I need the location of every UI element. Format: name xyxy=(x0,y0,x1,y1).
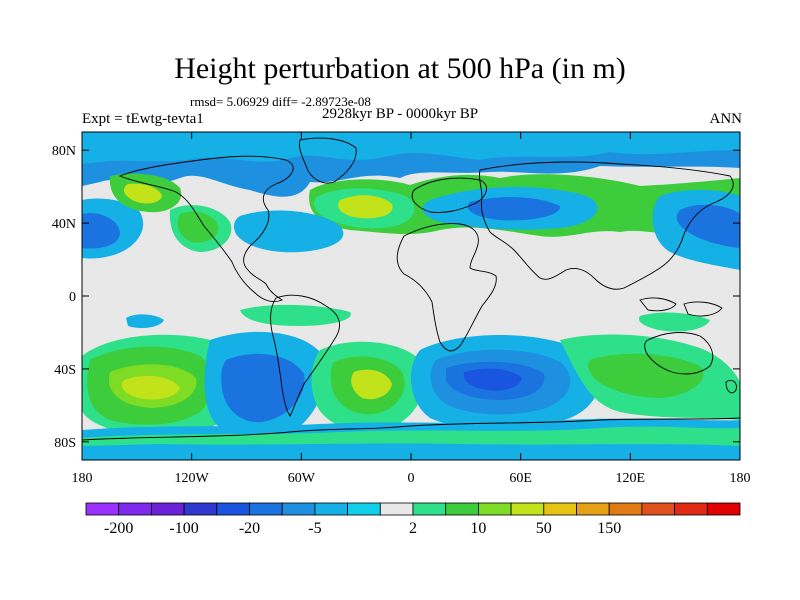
colorbar-swatch xyxy=(445,502,479,516)
colorbar-swatch xyxy=(674,502,708,516)
colorbar-swatch xyxy=(641,502,676,516)
colorbar-swatch xyxy=(576,502,610,516)
colorbar-label: 50 xyxy=(536,520,552,537)
anomaly-blob xyxy=(338,195,393,219)
anomaly-blob xyxy=(240,304,351,326)
coastline xyxy=(639,297,677,312)
lat-tick-label: 80N xyxy=(52,144,76,159)
colorbar-swatch xyxy=(543,502,577,516)
colorbar-label: 150 xyxy=(597,520,621,537)
coastline xyxy=(299,137,357,184)
anomaly-blob xyxy=(463,368,522,391)
anomaly-blob xyxy=(177,211,219,243)
lon-tick-label: 120E xyxy=(616,471,646,486)
anomaly-blob xyxy=(126,314,164,328)
colorbar-swatch xyxy=(118,502,152,516)
plot-title: Height perturbation at 500 hPa (in m) xyxy=(174,52,626,85)
colorbar-swatch xyxy=(477,502,512,516)
anomaly-blob xyxy=(467,197,561,221)
colorbar-swatch xyxy=(85,502,120,516)
season-label: ANN xyxy=(709,111,743,127)
lon-tick-label: 180 xyxy=(72,471,93,486)
coastline xyxy=(683,301,723,317)
colorbar-label: 2 xyxy=(409,520,417,537)
anomaly-blob xyxy=(587,353,704,398)
lat-tick-label: 40N xyxy=(52,217,76,232)
time-period-label: 2928kyr BP - 0000kyr BP xyxy=(322,106,479,122)
anomaly-blob xyxy=(82,426,740,446)
coastline xyxy=(270,294,341,417)
colorbar-swatch xyxy=(608,502,643,516)
lat-tick-label: 40S xyxy=(54,363,76,378)
colorbar-label: -100 xyxy=(169,520,198,537)
anomaly-blob xyxy=(676,204,740,248)
colorbar-swatch xyxy=(183,502,218,516)
colorbar-swatch xyxy=(216,502,250,516)
lat-tick-label: 80S xyxy=(54,436,76,451)
colorbar-label: -200 xyxy=(104,520,133,537)
coastline xyxy=(644,332,714,375)
rmsd-diff-stats: rmsd= 5.06929 diff= -2.89723e-08 xyxy=(190,94,371,109)
lon-tick-label: 60E xyxy=(509,471,532,486)
lon-tick-label: 120W xyxy=(175,471,210,486)
colorbar-swatch xyxy=(412,502,447,516)
anomaly-blob xyxy=(121,375,180,400)
anomaly-blob xyxy=(82,213,120,249)
colorbar: -200 -100 -20 -5 2 10 50 150 xyxy=(85,502,741,537)
coastline xyxy=(411,177,487,213)
colorbar-swatch xyxy=(281,502,316,516)
colorbar-swatch xyxy=(510,502,545,516)
lon-tick-label: 60W xyxy=(288,471,316,486)
colorbar-swatch xyxy=(314,502,348,516)
coastline xyxy=(118,155,294,303)
colorbar-swatch xyxy=(150,502,185,516)
anomaly-field xyxy=(82,132,740,460)
colorbar-label: 10 xyxy=(470,520,486,537)
coastlines xyxy=(82,137,740,441)
coastline xyxy=(479,161,734,290)
anomaly-blob xyxy=(123,183,162,204)
colorbar-swatch xyxy=(706,502,741,516)
coastline xyxy=(396,223,497,352)
anomaly-blob xyxy=(233,210,344,253)
anomaly-blob xyxy=(638,312,710,332)
experiment-label: Expt = tEwtg-tevta1 xyxy=(82,111,204,127)
colorbar-swatch xyxy=(249,502,283,516)
coastline xyxy=(725,379,737,394)
anomaly-blob xyxy=(351,369,392,400)
colorbar-label: -5 xyxy=(308,520,321,537)
longitude-axis: 180 120W 60W 0 60E 120E 180 xyxy=(72,132,751,486)
colorbar-label: -20 xyxy=(239,520,260,537)
colorbar-swatch xyxy=(379,502,414,516)
lon-tick-label: 0 xyxy=(408,471,415,486)
lon-tick-label: 180 xyxy=(730,471,751,486)
anomaly-blob xyxy=(221,353,305,423)
coastline xyxy=(82,417,740,441)
lat-tick-label: 0 xyxy=(69,290,76,305)
latitude-axis: 80N 40N 0 40S 80S xyxy=(52,144,740,451)
colorbar-swatch xyxy=(347,502,381,516)
